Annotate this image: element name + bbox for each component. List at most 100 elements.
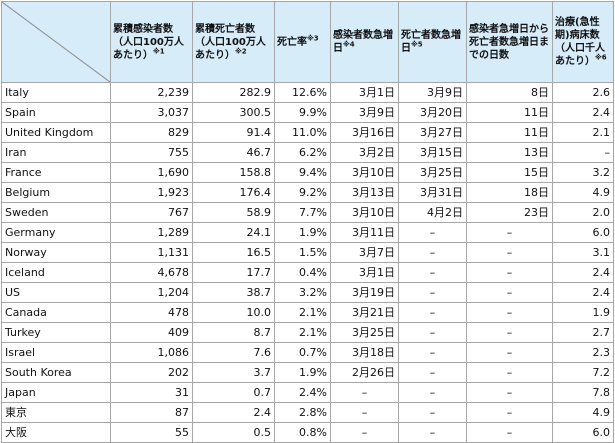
header-case-surge-date: 感染者数急増日※4 bbox=[330, 1, 399, 83]
acute-beds-cell: 4.9 bbox=[552, 402, 614, 423]
cumulative-cases-cell: 3,037 bbox=[110, 102, 193, 123]
days-between-cell: – bbox=[466, 242, 553, 263]
days-between-cell: 15日 bbox=[466, 162, 553, 183]
death-rate-cell: 6.2% bbox=[274, 142, 331, 163]
table-body: Italy 2,239 282.9 12.6% 3月1日 3月9日 8日 2.6 Spain 3,… bbox=[1, 82, 614, 443]
header-row: 累積感染者数（人口100万人あたり）※1 累積死亡者数（人口100万人あたり）※2… bbox=[1, 1, 614, 83]
acute-beds-cell: 6.0 bbox=[552, 222, 614, 243]
table-row: Israel 1,086 7.6 0.7% 3月18日 – –2.3 bbox=[1, 342, 614, 363]
country-name-cell: Germany bbox=[1, 222, 111, 243]
days-between-cell: 11日 bbox=[466, 122, 553, 143]
death-surge-date-cell: – bbox=[398, 322, 467, 343]
death-surge-date-cell: – bbox=[398, 302, 467, 323]
days-between-cell: – bbox=[466, 302, 553, 323]
country-name-cell: Israel bbox=[1, 342, 111, 363]
acute-beds-cell: 3.1 bbox=[552, 242, 614, 263]
acute-beds-cell: 2.3 bbox=[552, 342, 614, 363]
death-rate-cell: 7.7% bbox=[274, 202, 331, 223]
case-surge-date-cell: 3月10日 bbox=[330, 202, 399, 223]
death-surge-date-cell: 3月20日 bbox=[398, 102, 467, 123]
acute-beds-cell: 2.4 bbox=[552, 282, 614, 303]
death-surge-date-cell: 3月27日 bbox=[398, 122, 467, 143]
country-name-cell: 東京 bbox=[1, 402, 111, 423]
table-row: South Korea 202 3.7 1.9% 2月26日 – –7.2 bbox=[1, 362, 614, 383]
cumulative-deaths-cell: 0.5 bbox=[192, 422, 275, 443]
cumulative-deaths-cell: 91.4 bbox=[192, 122, 275, 143]
footnote-marker: ※2 bbox=[235, 47, 247, 56]
cumulative-cases-cell: 202 bbox=[110, 362, 193, 383]
cumulative-deaths-cell: 58.9 bbox=[192, 202, 275, 223]
header-days-between: 感染者急増日から死亡者数急増日までの日数 bbox=[466, 1, 553, 83]
days-between-cell: – bbox=[466, 282, 553, 303]
cumulative-cases-cell: 1,204 bbox=[110, 282, 193, 303]
footnote-marker: ※3 bbox=[307, 34, 319, 43]
days-between-cell: – bbox=[466, 322, 553, 343]
case-surge-date-cell: 3月7日 bbox=[330, 242, 399, 263]
header-title: 治療(急性期)病床数 bbox=[555, 17, 600, 41]
days-between-cell: – bbox=[466, 402, 553, 423]
cumulative-deaths-cell: 8.7 bbox=[192, 322, 275, 343]
death-rate-cell: 1.9% bbox=[274, 222, 331, 243]
table-row: Japan 31 0.7 2.4% – – –7.8 bbox=[1, 382, 614, 403]
death-rate-cell: 1.5% bbox=[274, 242, 331, 263]
table-row: Iceland 4,678 17.7 0.4% 3月1日 – –2.4 bbox=[1, 262, 614, 283]
cumulative-deaths-cell: 17.7 bbox=[192, 262, 275, 283]
cumulative-cases-cell: 755 bbox=[110, 142, 193, 163]
country-name-cell: South Korea bbox=[1, 362, 111, 383]
header-title: 感染者急増日から死亡者数急増日までの日数 bbox=[469, 23, 549, 61]
country-name-cell: Iran bbox=[1, 142, 111, 163]
death-surge-date-cell: – bbox=[398, 242, 467, 263]
death-rate-cell: 2.4% bbox=[274, 382, 331, 403]
death-rate-cell: 1.9% bbox=[274, 362, 331, 383]
country-name-cell: Canada bbox=[1, 302, 111, 323]
table-row: Turkey 409 8.7 2.1% 3月25日 – –2.7 bbox=[1, 322, 614, 343]
case-surge-date-cell: 3月10日 bbox=[330, 162, 399, 183]
cumulative-deaths-cell: 16.5 bbox=[192, 242, 275, 263]
death-surge-date-cell: – bbox=[398, 262, 467, 283]
death-rate-cell: 2.1% bbox=[274, 322, 331, 343]
cumulative-cases-cell: 4,678 bbox=[110, 262, 193, 283]
header-death-surge-date: 死亡者数急増日※5 bbox=[398, 1, 467, 83]
days-between-cell: 13日 bbox=[466, 142, 553, 163]
case-surge-date-cell: 3月19日 bbox=[330, 282, 399, 303]
case-surge-date-cell: 3月21日 bbox=[330, 302, 399, 323]
cumulative-cases-cell: 2,239 bbox=[110, 82, 193, 103]
death-rate-cell: 2.8% bbox=[274, 402, 331, 423]
table-row: Canada 478 10.0 2.1% 3月21日 – –1.9 bbox=[1, 302, 614, 323]
days-between-cell: – bbox=[466, 342, 553, 363]
diagonal-divider bbox=[2, 2, 110, 82]
country-name-cell: Italy bbox=[1, 82, 111, 103]
cumulative-deaths-cell: 46.7 bbox=[192, 142, 275, 163]
table-row: Belgium 1,923 176.4 9.2% 3月13日 3月31日 18日 4.9 bbox=[1, 182, 614, 203]
cumulative-cases-cell: 1,690 bbox=[110, 162, 193, 183]
days-between-cell: 11日 bbox=[466, 102, 553, 123]
header-death-rate: 死亡率※3 bbox=[274, 1, 331, 83]
cumulative-cases-cell: 1,131 bbox=[110, 242, 193, 263]
cumulative-cases-cell: 409 bbox=[110, 322, 193, 343]
case-surge-date-cell: 3月9日 bbox=[330, 102, 399, 123]
death-surge-date-cell: 3月15日 bbox=[398, 142, 467, 163]
header-cumulative-cases: 累積感染者数（人口100万人あたり）※1 bbox=[110, 1, 193, 83]
days-between-cell: – bbox=[466, 362, 553, 383]
table-row: 大阪 55 0.5 0.8% – – –6.0 bbox=[1, 422, 614, 443]
table-row: Iran 755 46.7 6.2% 3月2日 3月15日 13日 – bbox=[1, 142, 614, 163]
death-surge-date-cell: – bbox=[398, 382, 467, 403]
table-row: Norway 1,131 16.5 1.5% 3月7日 – –3.1 bbox=[1, 242, 614, 263]
acute-beds-cell: 7.2 bbox=[552, 362, 614, 383]
acute-beds-cell: 2.6 bbox=[552, 82, 614, 103]
header-title: 死亡者数急増日 bbox=[401, 30, 461, 54]
table-row: 東京 87 2.4 2.8% – – –4.9 bbox=[1, 402, 614, 423]
acute-beds-cell: 4.9 bbox=[552, 182, 614, 203]
cumulative-deaths-cell: 2.4 bbox=[192, 402, 275, 423]
death-rate-cell: 0.7% bbox=[274, 342, 331, 363]
case-surge-date-cell: 3月1日 bbox=[330, 82, 399, 103]
days-between-cell: – bbox=[466, 382, 553, 403]
cumulative-deaths-cell: 0.7 bbox=[192, 382, 275, 403]
case-surge-date-cell: 3月13日 bbox=[330, 182, 399, 203]
country-name-cell: 大阪 bbox=[1, 422, 111, 443]
header-title: 累積感染者数 bbox=[113, 23, 173, 35]
days-between-cell: – bbox=[466, 422, 553, 443]
footnote-marker: ※1 bbox=[153, 47, 165, 56]
death-surge-date-cell: – bbox=[398, 222, 467, 243]
cumulative-deaths-cell: 282.9 bbox=[192, 82, 275, 103]
